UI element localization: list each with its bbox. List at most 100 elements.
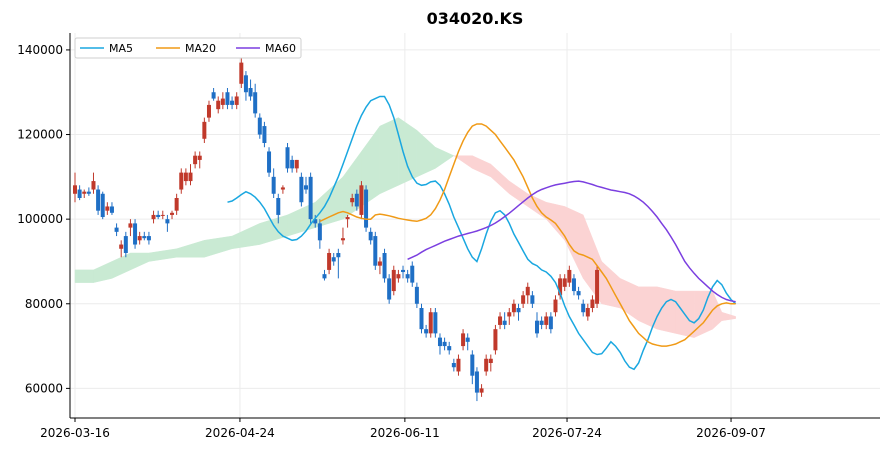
candle-body [304, 185, 308, 190]
candle-body [262, 126, 267, 143]
candle-body [548, 316, 553, 330]
cloud-segment-bull [130, 252, 150, 271]
moving-average-lines [227, 95, 737, 371]
candle-body [253, 92, 258, 114]
candle-body [340, 238, 345, 241]
candle-body [160, 214, 165, 216]
candle-body [73, 185, 77, 194]
cloud-segment-bull [416, 129, 436, 178]
cloud-segment-bear [545, 201, 565, 241]
cloud-segment-bull [204, 235, 233, 258]
candle-body [507, 312, 512, 317]
candle-body [345, 217, 350, 220]
candle-body [479, 388, 484, 393]
candle-body [317, 223, 322, 241]
candle-body [359, 185, 364, 215]
candle-body [590, 299, 595, 308]
candle-body [511, 303, 516, 313]
candle-body [396, 274, 401, 279]
candle-body [137, 236, 142, 241]
candle-body [498, 316, 503, 325]
x-tick-label: 2026-04-24 [205, 426, 275, 440]
candle-body [484, 358, 489, 372]
candle-body [230, 100, 235, 105]
ma60-line [407, 180, 736, 303]
cloud-segment-bull [176, 239, 205, 258]
candle-body [133, 223, 138, 245]
candle-body [294, 159, 299, 169]
legend: MA5 MA20 MA60 [74, 37, 302, 59]
grid [70, 33, 880, 418]
candle-body [336, 253, 341, 258]
candle-body [216, 100, 221, 110]
candle-body [86, 191, 91, 194]
candle-body [211, 92, 216, 99]
candle-body [257, 117, 262, 135]
cloud-segment-bear [509, 180, 529, 207]
candle-body [225, 92, 230, 105]
candle-body [156, 214, 161, 218]
y-tick-label: 120000 [17, 128, 63, 142]
candle-body [243, 75, 248, 93]
candle-body [96, 189, 101, 211]
legend-label: MA5 [109, 42, 133, 55]
candle-body [105, 206, 110, 211]
candle-body [410, 265, 415, 283]
candle-body [280, 187, 285, 190]
cloud-segment-bull [231, 222, 261, 250]
candle-body [267, 151, 272, 173]
candle-body [433, 312, 438, 334]
candle-body [488, 358, 493, 363]
candle-body [350, 198, 355, 203]
candle-body [585, 308, 590, 317]
candle-body [197, 155, 202, 160]
candle-body [571, 278, 576, 292]
candle-body [530, 295, 535, 304]
candle-body [146, 236, 151, 241]
candle-body [525, 286, 530, 296]
candle-body [424, 329, 429, 334]
candle-body [327, 253, 332, 270]
candle-body [239, 62, 244, 84]
candle-body [331, 257, 336, 262]
candle-body [461, 333, 466, 347]
cloud-segment-bull [93, 261, 113, 283]
cloud-segment-bull [74, 269, 94, 283]
candle-body [220, 98, 225, 105]
candle-body [234, 96, 239, 105]
candle-body [465, 337, 470, 342]
candle-body [290, 159, 295, 169]
candle-body [428, 312, 433, 334]
candle-body [364, 189, 369, 228]
candle-body [442, 341, 447, 347]
legend-box [74, 37, 302, 59]
chart-title: 034020.KS [427, 9, 524, 28]
candle-body [193, 155, 198, 165]
candle-body [387, 278, 392, 300]
candle-body [322, 274, 327, 279]
candle-body [405, 274, 410, 279]
candle-body [419, 308, 424, 330]
candle-body [521, 295, 526, 304]
candle-body [313, 219, 318, 224]
candle-body [539, 320, 544, 325]
candle-body [447, 346, 452, 351]
candle-body [276, 198, 281, 215]
legend-label: MA20 [185, 42, 216, 55]
candle-body [174, 198, 179, 211]
candle-body [502, 320, 507, 325]
candles [73, 58, 600, 402]
y-tick-label: 80000 [25, 297, 63, 311]
candle-body [544, 316, 549, 325]
y-tick-label: 140000 [17, 43, 63, 57]
ma20-line [319, 123, 736, 347]
candle-body [248, 88, 253, 97]
candle-body [456, 358, 461, 372]
candle-body [567, 269, 572, 283]
candle-body [373, 236, 378, 266]
candle-body [451, 363, 456, 368]
candle-body [474, 371, 479, 393]
cloud-segment-bear [601, 260, 621, 309]
